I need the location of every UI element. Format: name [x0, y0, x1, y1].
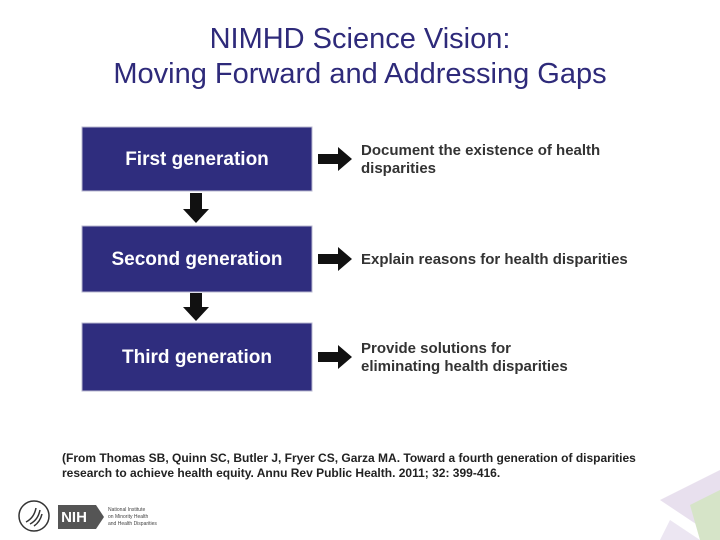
institute-line: National Institute [108, 507, 145, 513]
institute-line: on Minority Health [108, 514, 149, 520]
citation-line: research to achieve health equity. Annu … [62, 466, 500, 480]
generation-description: eliminating health disparities [361, 358, 568, 375]
citation-line: (From Thomas SB, Quinn SC, Butler J, Fry… [62, 451, 636, 465]
right-arrow [318, 247, 352, 271]
generation-label: Third generation [122, 347, 272, 368]
title-line: Moving Forward and Addressing Gaps [113, 58, 606, 90]
down-arrow [183, 193, 209, 223]
generation-description: Provide solutions for [361, 340, 511, 357]
nih-logo-box [58, 505, 96, 529]
down-arrow [183, 293, 209, 321]
right-arrow [318, 147, 352, 171]
generation-description: Explain reasons for health disparities [361, 251, 628, 268]
hhs-logo [18, 500, 50, 532]
generation-box [81, 322, 313, 392]
right-arrow [318, 345, 352, 369]
generation-box [81, 225, 313, 293]
generation-description: Document the existence of health [361, 142, 600, 159]
generation-box [81, 126, 313, 192]
generation-label: Second generation [111, 249, 282, 270]
nih-logo-text: NIH [61, 509, 87, 526]
down-arrows [183, 193, 209, 321]
institute-line: and Health Disparities [108, 521, 157, 527]
title-line: NIMHD Science Vision: [210, 23, 511, 55]
nih-logo-tip [96, 505, 104, 529]
generation-description: disparities [361, 160, 436, 177]
generation-rows: First generation Document the existence o… [81, 126, 628, 392]
generation-label: First generation [125, 149, 269, 170]
decoration [660, 470, 720, 540]
